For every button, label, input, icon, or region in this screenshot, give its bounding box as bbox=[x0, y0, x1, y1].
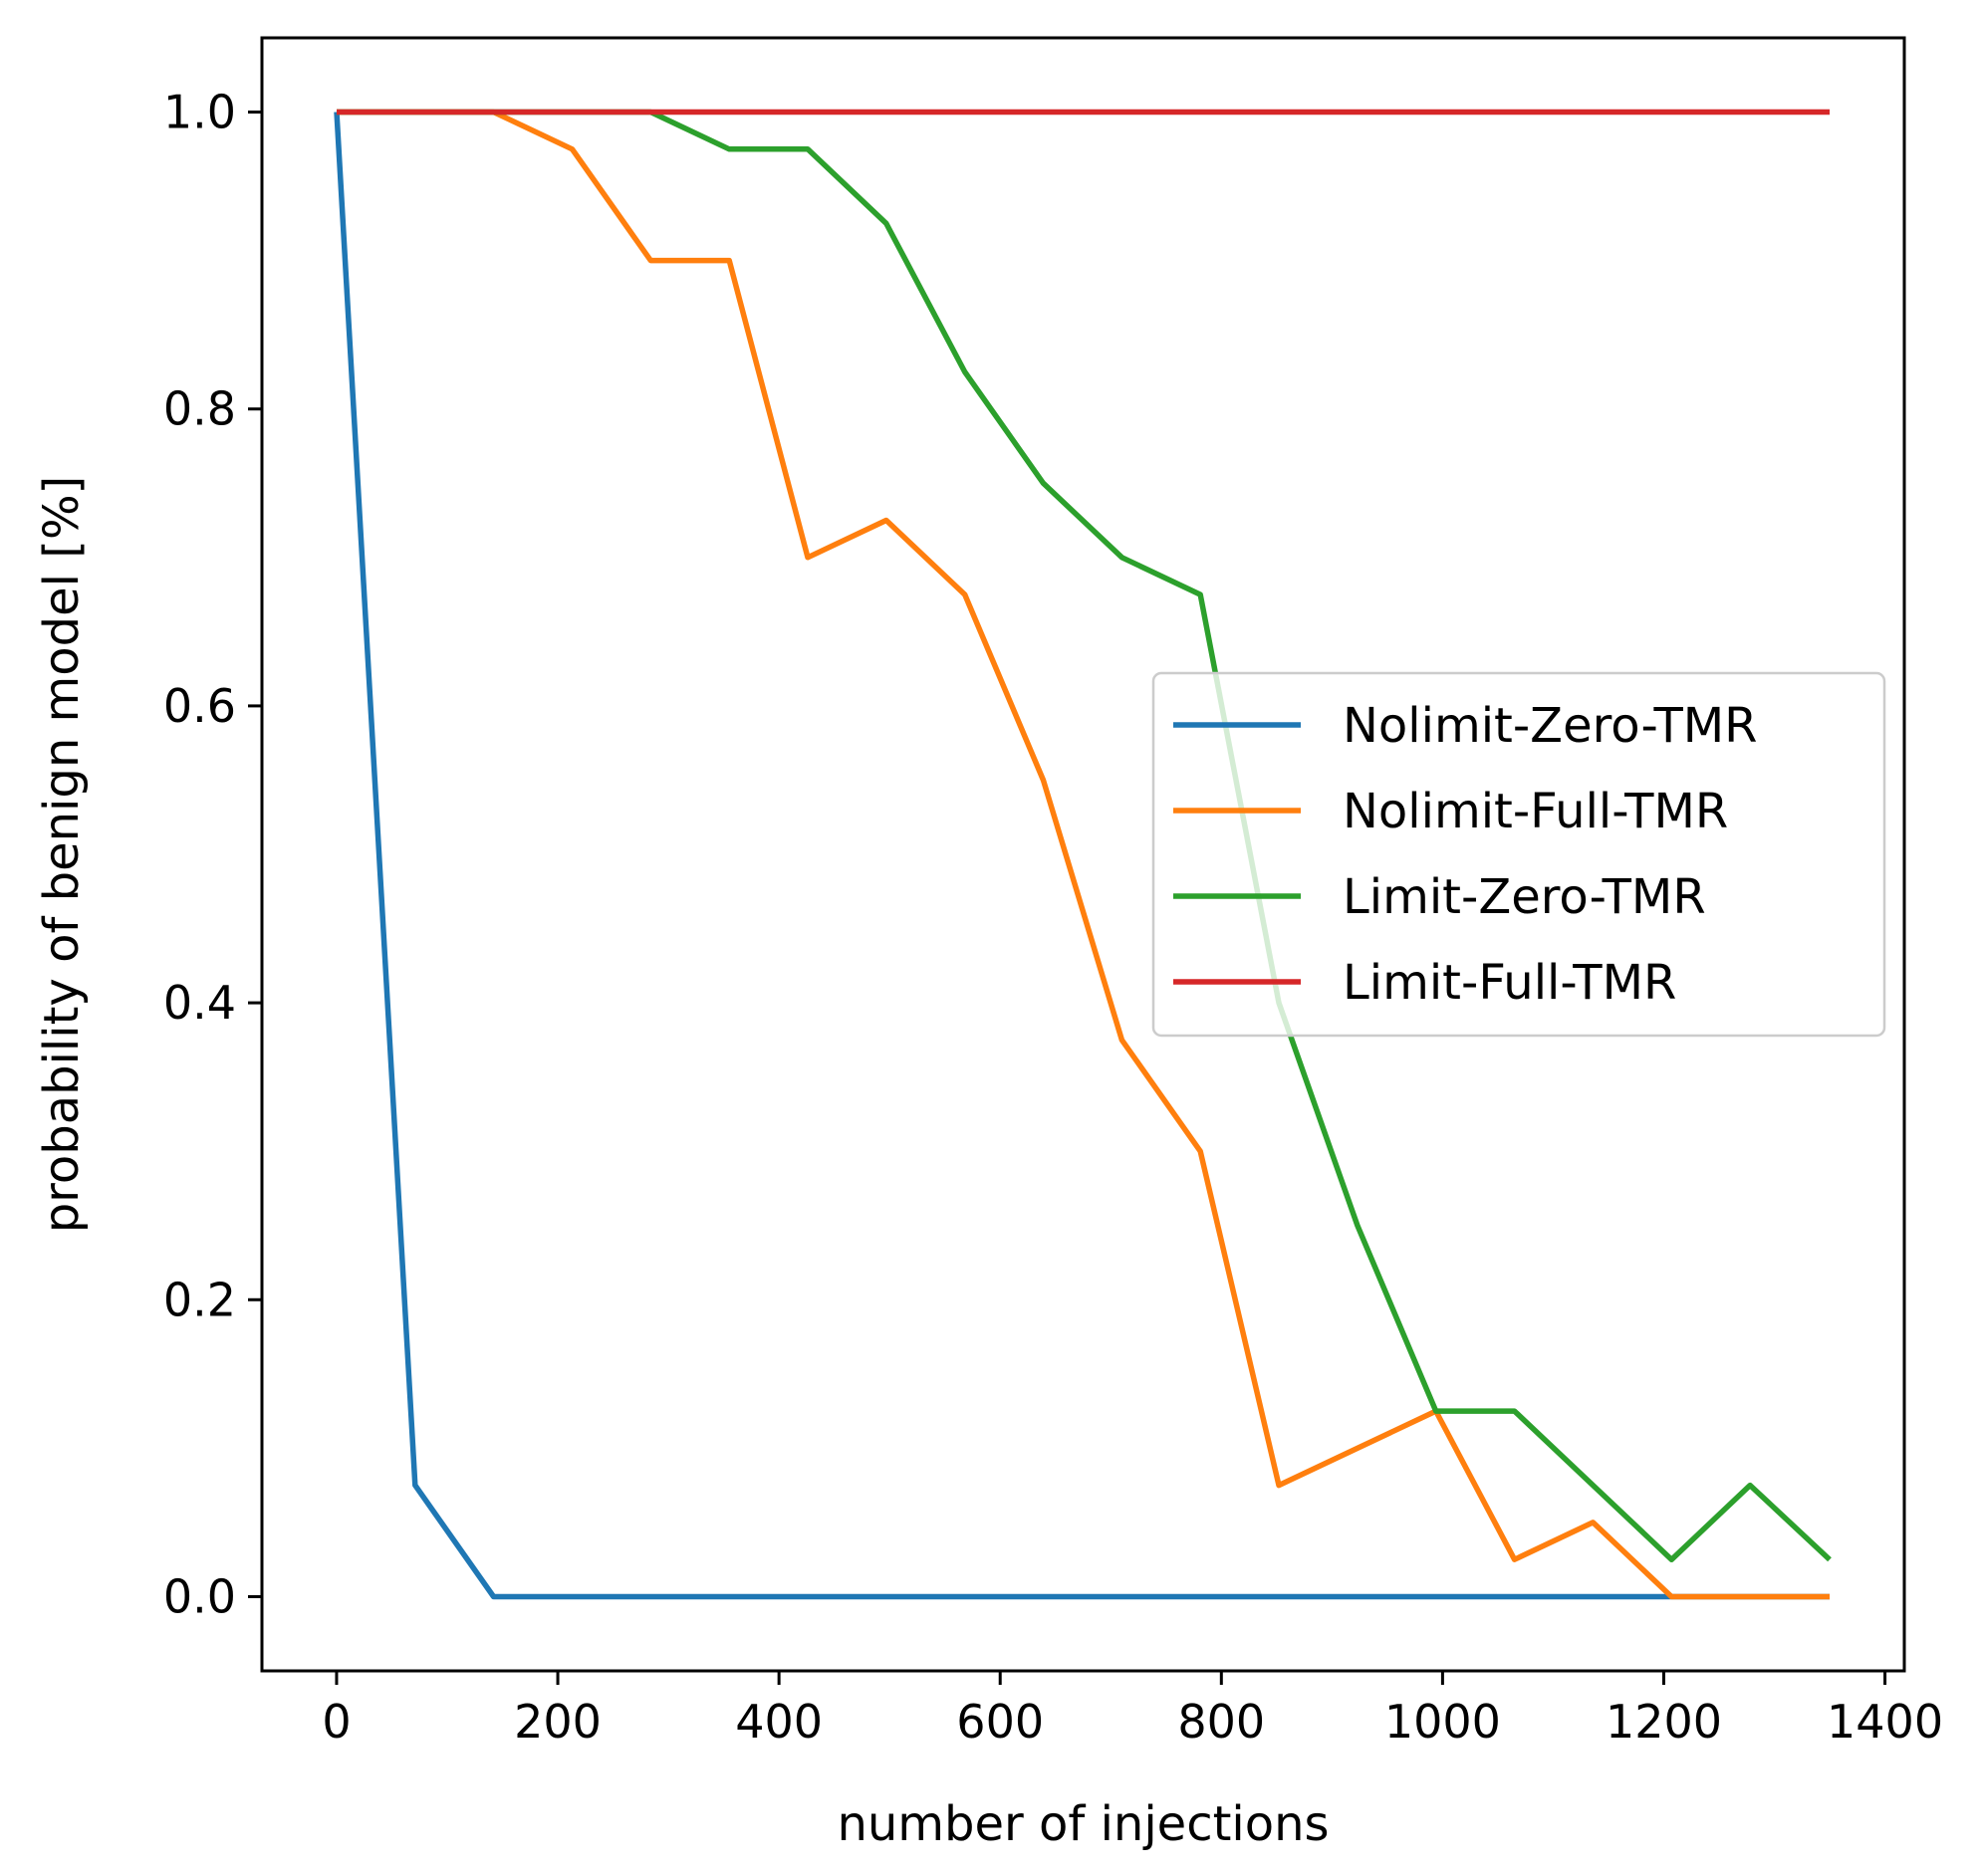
x-axis-label: number of injections bbox=[837, 1796, 1329, 1852]
x-tick-label: 1000 bbox=[1384, 1695, 1501, 1749]
y-axis-label: probability of benign model [%] bbox=[34, 476, 90, 1234]
legend-box bbox=[1151, 671, 1886, 1038]
y-tick-label: 0.6 bbox=[163, 679, 236, 733]
legend-label: Limit-Full-TMR bbox=[1343, 955, 1676, 1011]
legend-label: Limit-Zero-TMR bbox=[1343, 869, 1706, 925]
x-tick-label: 0 bbox=[322, 1695, 351, 1749]
y-tick-label: 0.2 bbox=[163, 1273, 236, 1326]
x-tick-label: 600 bbox=[956, 1695, 1044, 1749]
plot-area-frame bbox=[260, 36, 1906, 1673]
y-tick-label: 1.0 bbox=[163, 86, 236, 139]
y-tick-label: 0.0 bbox=[163, 1569, 236, 1623]
y-tick-label: 0.4 bbox=[163, 976, 236, 1030]
x-tick-label: 400 bbox=[735, 1695, 823, 1749]
x-tick-label: 1200 bbox=[1606, 1695, 1722, 1749]
series-line-nolimit-full-tmr bbox=[337, 109, 1830, 1600]
series-line-nolimit-zero-tmr bbox=[334, 112, 1830, 1600]
y-tick-label: 0.8 bbox=[163, 382, 236, 436]
legend-label: Nolimit-Full-TMR bbox=[1343, 784, 1728, 839]
legend: Nolimit-Zero-TMR Nolimit-Full-TMR Limit-Ze… bbox=[1151, 671, 1886, 1038]
x-tick-label: 200 bbox=[514, 1695, 602, 1749]
x-tick-label: 800 bbox=[1177, 1695, 1265, 1749]
x-tick-label: 1400 bbox=[1827, 1695, 1943, 1749]
legend-label: Nolimit-Zero-TMR bbox=[1343, 698, 1758, 754]
ticks-layer: 0 200 400 600 800 1000 1200 1400 0.0 0.2 0.4 0.6 0.8… bbox=[163, 86, 1943, 1749]
series-layer bbox=[334, 109, 1832, 1600]
